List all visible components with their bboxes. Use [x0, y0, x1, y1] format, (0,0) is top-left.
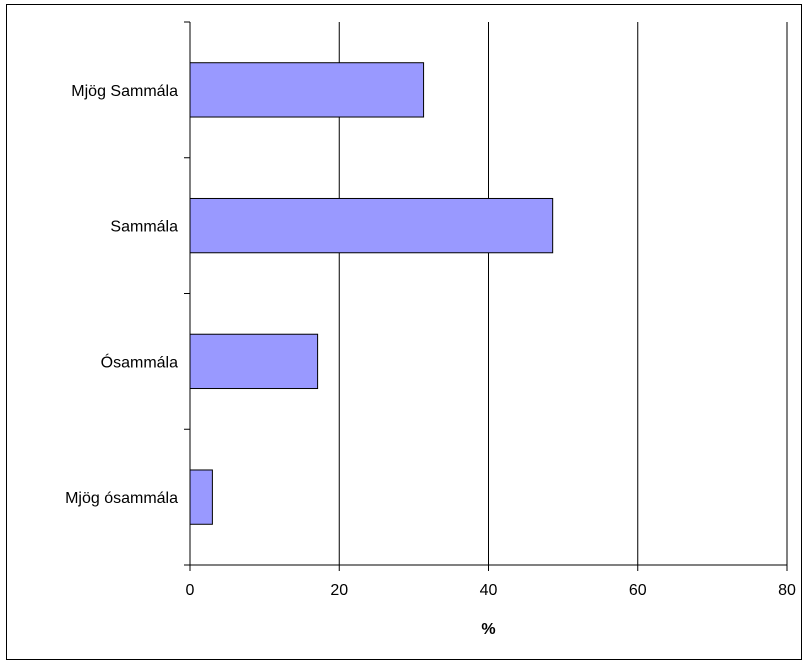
x-tick-label-80: 80 [778, 582, 796, 599]
category-label-3: Ósammála [101, 352, 178, 371]
bars [189, 62, 554, 525]
category-label-2: Sammála [110, 219, 178, 236]
x-tick-label-20: 20 [330, 582, 348, 599]
category-label-1: Mjög Sammála [71, 83, 178, 100]
x-tick-label-0: 0 [186, 582, 195, 599]
bar-4 [189, 469, 213, 525]
category-label-4: Mjög ósammála [65, 490, 178, 507]
labels: Mjög Sammála Sammála Ósammála Mjög ósammála… [65, 83, 796, 599]
bar-2 [189, 197, 554, 254]
bar-3 [189, 333, 319, 390]
x-axis-title: % [481, 621, 495, 638]
axes [184, 21, 788, 571]
x-tick-label-60: 60 [629, 582, 647, 599]
x-tick-label-40: 40 [480, 582, 498, 599]
bar-1 [189, 62, 425, 118]
